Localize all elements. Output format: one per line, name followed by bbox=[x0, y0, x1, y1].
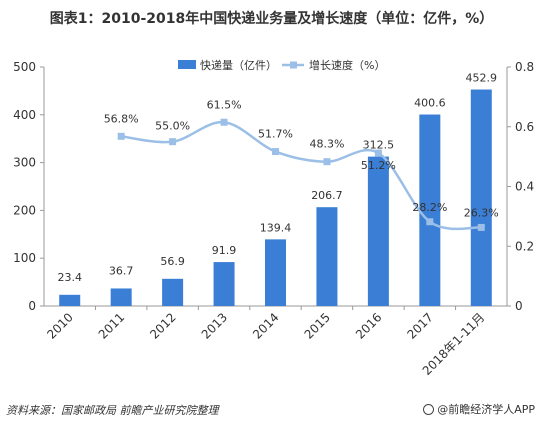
brand-logo-icon bbox=[423, 404, 435, 415]
chart: 0 100 200 300 400 500 0 0.2 0.4 0.6 0.8 2010 2011 201… bbox=[13, 58, 534, 378]
growth-marker bbox=[426, 218, 434, 226]
growth-line bbox=[121, 121, 482, 231]
brand-text: @前瞻经济学人APP bbox=[437, 403, 535, 416]
left-tick-label: 400 bbox=[13, 108, 36, 122]
source-note: 资料来源：国家邮政局 前瞻产业研究院整理 bbox=[6, 404, 219, 417]
x-tick-label: 2012 bbox=[147, 310, 178, 341]
bar bbox=[419, 114, 441, 306]
right-tick-label: 0 bbox=[515, 299, 523, 313]
bar-value-label: 91.9 bbox=[212, 244, 237, 257]
bar bbox=[213, 262, 235, 306]
x-tick-label: 2013 bbox=[199, 310, 230, 341]
growth-value-label: 51.2% bbox=[361, 159, 396, 172]
legend-bar-swatch bbox=[178, 60, 196, 69]
growth-marker bbox=[220, 118, 228, 126]
legend-line-label: 增长速度（%） bbox=[309, 58, 385, 72]
growth-marker bbox=[117, 132, 125, 140]
x-tick-label: 2010 bbox=[44, 310, 75, 341]
right-tick-label: 0.2 bbox=[515, 239, 534, 253]
right-tick-label: 0.8 bbox=[515, 60, 534, 74]
left-tick-label: 300 bbox=[13, 156, 36, 170]
x-tick-label: 2017 bbox=[404, 310, 435, 341]
bar bbox=[110, 288, 132, 306]
bar-value-label: 452.9 bbox=[466, 72, 498, 85]
right-tick-label: 0.4 bbox=[515, 180, 534, 194]
growth-value-label: 28.2% bbox=[412, 201, 447, 214]
growth-marker bbox=[323, 158, 331, 166]
left-tick-label: 0 bbox=[28, 299, 36, 313]
x-tick-label: 2016 bbox=[353, 310, 384, 341]
bar bbox=[316, 207, 338, 306]
growth-value-label: 55.0% bbox=[155, 120, 190, 133]
growth-value-label: 26.3% bbox=[464, 206, 499, 219]
x-tick-label: 2014 bbox=[250, 310, 281, 341]
growth-value-label: 56.8% bbox=[104, 112, 139, 125]
growth-marker bbox=[169, 138, 177, 146]
right-tick-label: 0.6 bbox=[515, 120, 534, 134]
bar bbox=[265, 239, 286, 306]
bar-value-label: 312.5 bbox=[363, 139, 395, 152]
x-tick-label: 2011 bbox=[96, 310, 127, 341]
bar-value-label: 206.7 bbox=[311, 189, 343, 202]
bar-value-label: 56.9 bbox=[160, 255, 185, 268]
growth-marker bbox=[477, 223, 485, 231]
growth-marker bbox=[272, 148, 279, 156]
bar-value-label: 36.7 bbox=[109, 264, 134, 277]
bar-value-label: 23.4 bbox=[57, 271, 82, 284]
left-tick-label: 500 bbox=[13, 60, 36, 74]
growth-value-label: 61.5% bbox=[207, 98, 242, 111]
bar bbox=[59, 294, 81, 306]
brand-credit: @前瞻经济学人APP bbox=[423, 401, 535, 417]
bar bbox=[470, 89, 492, 307]
bar-value-label: 139.4 bbox=[260, 221, 292, 234]
growth-value-label: 51.7% bbox=[258, 128, 293, 141]
x-tick-label: 2015 bbox=[302, 310, 333, 341]
bar-value-label: 400.6 bbox=[414, 97, 446, 110]
left-tick-label: 100 bbox=[13, 251, 36, 265]
growth-value-label: 48.3% bbox=[309, 138, 344, 151]
chart-title: 图表1：2010-2018年中国快递业务量及增长速度（单位：亿件，%） bbox=[49, 11, 494, 27]
legend-bar-label: 快递量（亿件） bbox=[200, 58, 277, 72]
bar bbox=[367, 156, 389, 306]
growth-marker bbox=[374, 149, 382, 157]
legend-line-marker bbox=[290, 61, 297, 69]
bar bbox=[162, 278, 184, 306]
left-tick-label: 200 bbox=[13, 203, 36, 217]
